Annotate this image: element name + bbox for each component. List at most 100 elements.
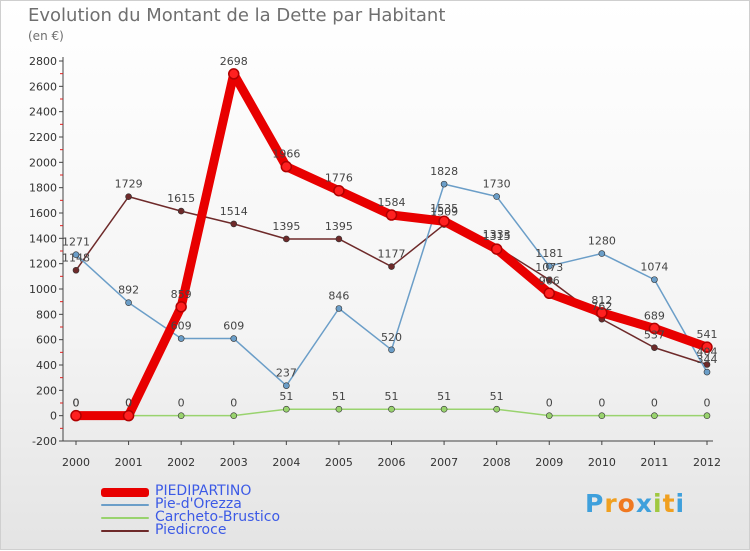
data-point <box>175 301 187 313</box>
data-point <box>490 243 503 255</box>
data-label: 0 <box>125 397 132 410</box>
data-point <box>335 235 343 243</box>
data-point <box>230 220 238 228</box>
data-label: 1509 <box>430 206 458 219</box>
y-tick-label: 1600 <box>29 207 57 220</box>
data-point <box>125 299 132 306</box>
y-tick-label: 400 <box>36 359 57 372</box>
data-point <box>385 209 398 221</box>
data-point <box>283 405 290 413</box>
y-tick-label: 2400 <box>29 106 57 119</box>
data-point <box>177 335 185 342</box>
data-label: 859 <box>171 288 192 301</box>
data-label: 1584 <box>378 196 406 209</box>
data-point <box>648 322 661 335</box>
data-label: 609 <box>171 320 192 333</box>
data-point <box>177 412 185 419</box>
data-point <box>230 335 238 342</box>
data-label: 51 <box>385 390 399 403</box>
data-label: 812 <box>591 294 612 307</box>
data-point <box>493 193 500 200</box>
data-label: 762 <box>591 300 612 313</box>
data-label: 1074 <box>640 261 668 274</box>
data-point <box>651 276 658 283</box>
data-label: 1280 <box>588 235 616 248</box>
x-tick-label: 2007 <box>430 456 458 469</box>
chart-subtitle: (en €) <box>28 29 64 43</box>
data-point <box>122 409 135 422</box>
data-label: 1828 <box>430 165 458 178</box>
data-label: 51 <box>279 390 293 403</box>
data-point <box>493 405 500 413</box>
data-label: 1395 <box>272 220 300 233</box>
data-point <box>388 263 395 270</box>
x-tick-label: 2003 <box>220 456 248 469</box>
data-point <box>598 250 606 257</box>
data-label: 846 <box>328 290 349 303</box>
data-point <box>283 235 290 243</box>
data-point <box>703 368 711 376</box>
data-label: 51 <box>437 390 451 403</box>
data-point <box>596 307 608 319</box>
y-tick-label: 1400 <box>29 232 57 245</box>
y-tick-label: 1000 <box>29 283 57 296</box>
data-point <box>177 207 185 215</box>
data-label: 1181 <box>535 247 563 260</box>
y-tick-label: 2200 <box>29 131 57 144</box>
legend-swatch <box>101 530 149 532</box>
data-point <box>280 160 293 173</box>
data-label: 0 <box>651 397 658 410</box>
data-point <box>125 193 132 200</box>
x-tick-label: 2001 <box>115 456 143 469</box>
x-tick-label: 2000 <box>62 456 90 469</box>
data-label: 1177 <box>378 248 406 261</box>
data-point <box>545 262 553 270</box>
data-point <box>335 405 343 413</box>
data-label: 1333 <box>483 228 511 241</box>
data-point <box>283 382 290 389</box>
x-tick-label: 2006 <box>378 456 406 469</box>
y-tick-label: 1800 <box>29 182 57 195</box>
data-label: 0 <box>73 397 80 410</box>
data-label: 1776 <box>325 172 353 185</box>
data-label: 1966 <box>272 148 300 161</box>
data-label: 237 <box>276 367 297 380</box>
data-point <box>543 287 555 300</box>
x-tick-label: 2008 <box>483 456 511 469</box>
data-point <box>388 405 395 413</box>
data-label: 1729 <box>115 178 143 191</box>
data-label: 1395 <box>325 220 353 233</box>
data-point <box>440 180 448 188</box>
data-label: 404 <box>697 345 718 358</box>
data-point <box>651 412 658 419</box>
y-tick-label: 0 <box>50 410 57 423</box>
data-point <box>545 412 553 419</box>
data-label: 520 <box>381 331 402 344</box>
data-label: 1514 <box>220 205 248 218</box>
x-tick-label: 2005 <box>325 456 353 469</box>
x-tick-label: 2009 <box>535 456 563 469</box>
x-tick-label: 2010 <box>588 456 616 469</box>
legend-label: PIEDIPARTINO <box>155 483 252 499</box>
x-tick-label: 2004 <box>272 456 300 469</box>
data-label: 0 <box>230 397 237 410</box>
data-point <box>72 251 80 258</box>
y-tick-label: 2600 <box>29 80 57 93</box>
data-point <box>703 412 711 419</box>
data-label: 1315 <box>483 230 511 243</box>
data-label: 51 <box>490 390 504 403</box>
data-point <box>230 412 238 419</box>
data-label: 1615 <box>167 192 195 205</box>
data-point <box>545 276 553 284</box>
data-point <box>228 68 240 80</box>
legend-swatch <box>101 488 149 497</box>
x-tick-label: 2002 <box>167 456 195 469</box>
data-point <box>335 305 343 312</box>
data-label: 609 <box>223 320 244 333</box>
data-point <box>701 341 713 353</box>
data-point <box>72 266 80 274</box>
y-tick-label: 200 <box>36 384 57 397</box>
legend-label: Pie-d'Orezza <box>155 496 242 512</box>
